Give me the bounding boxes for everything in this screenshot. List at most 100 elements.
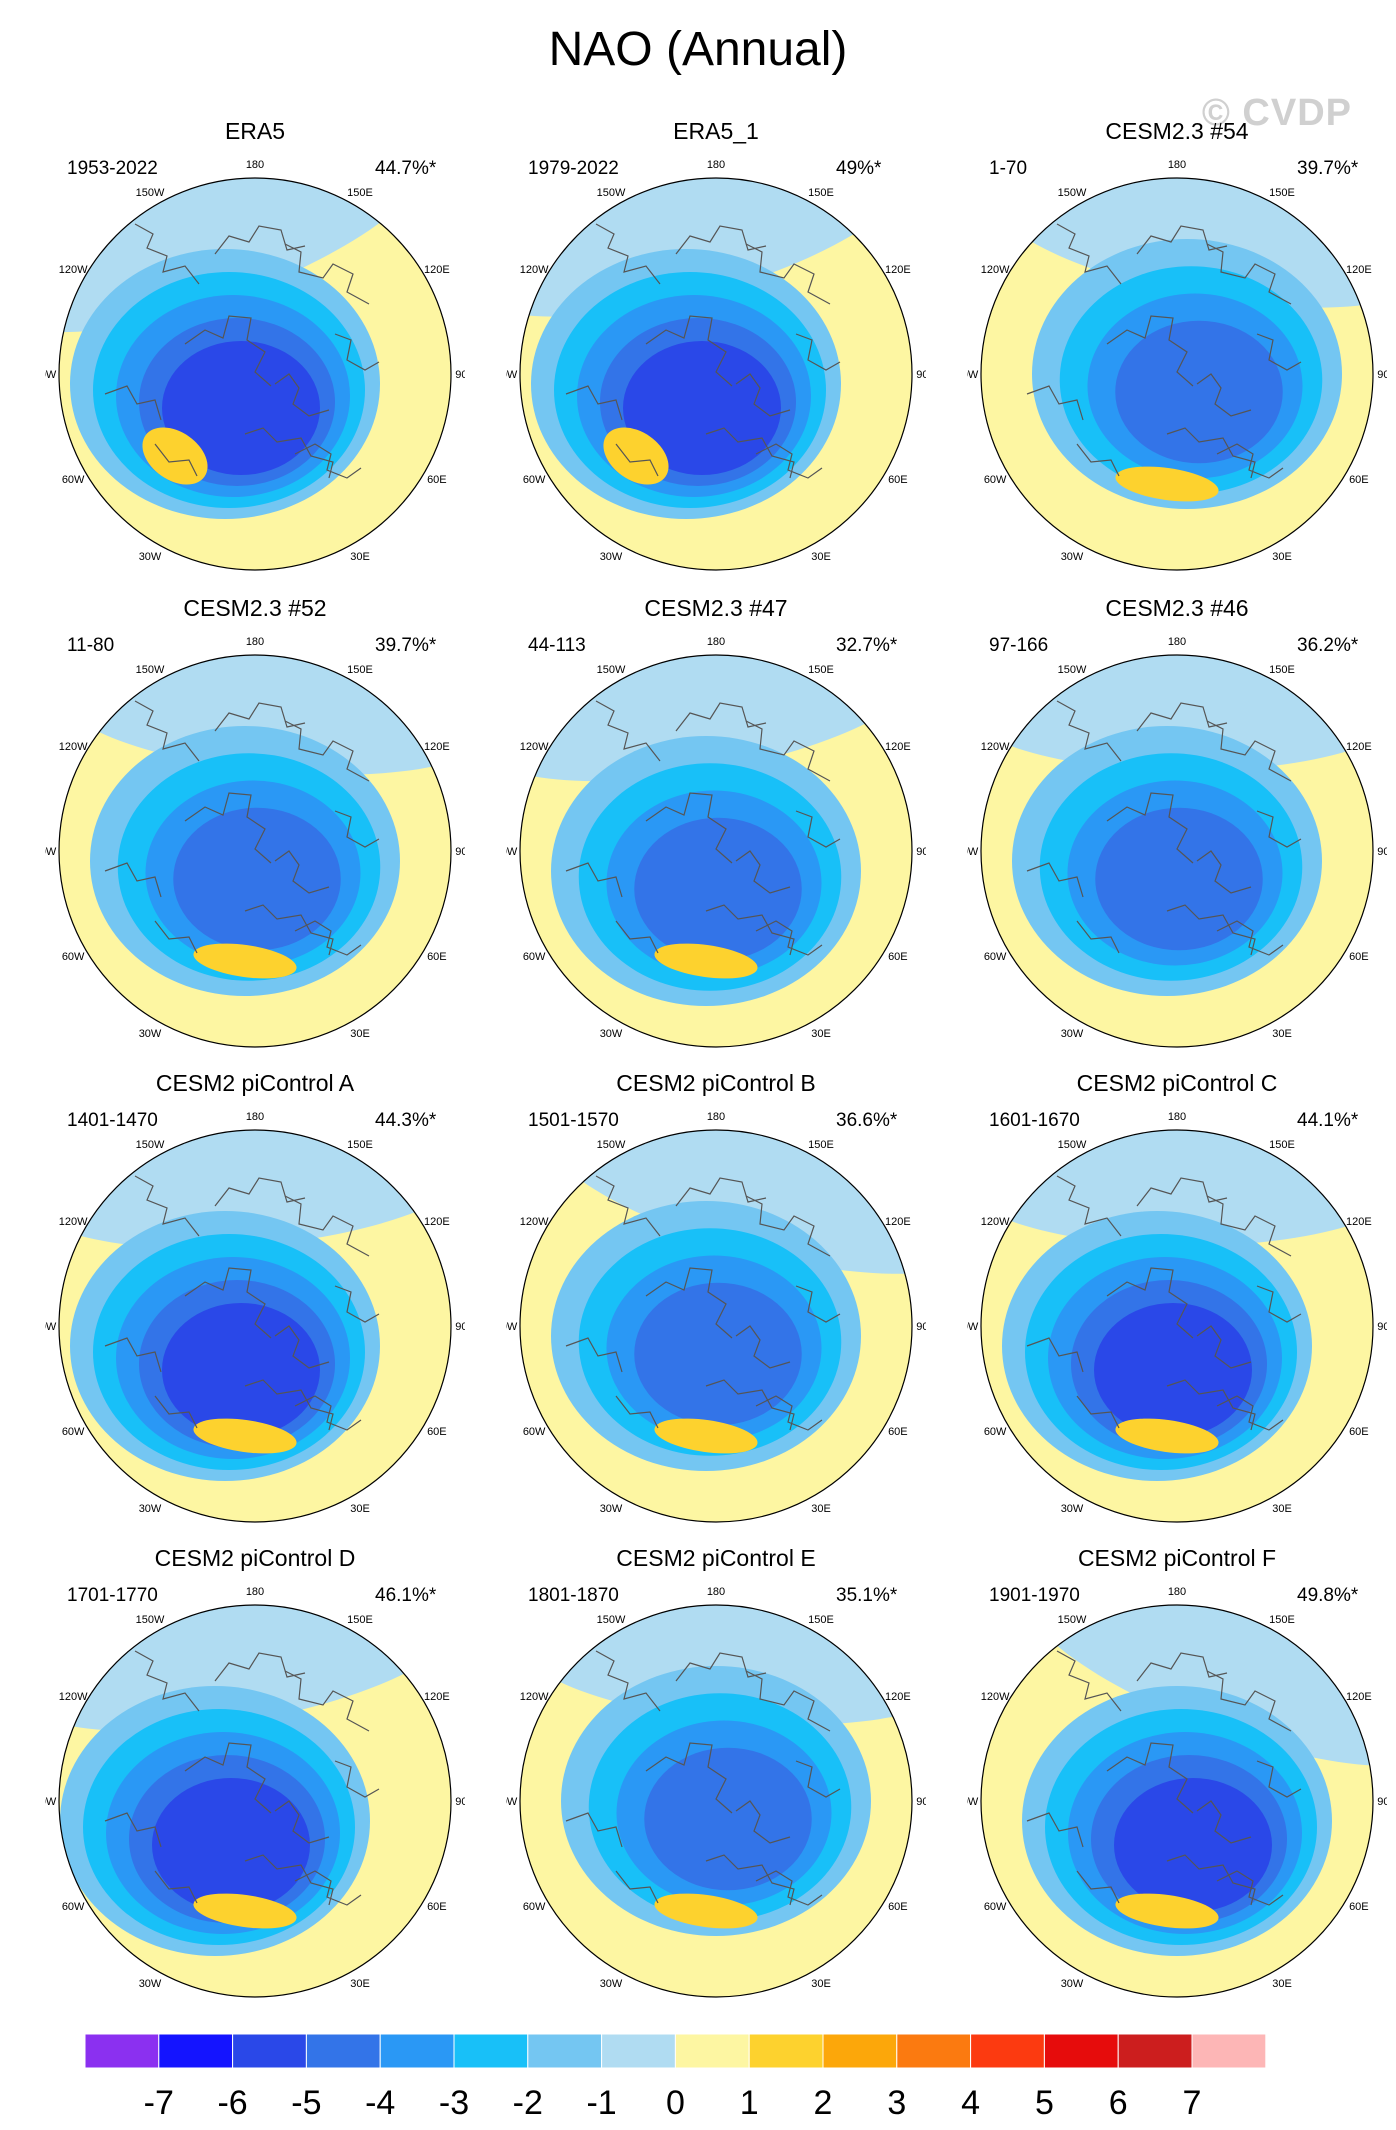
longitude-label: 90W (45, 1796, 57, 1808)
panel-title: ERA5 (224, 118, 286, 144)
longitude-label: 30E (1272, 551, 1292, 563)
longitude-label: 90W (967, 1321, 979, 1333)
coastline (1206, 720, 1292, 782)
map-panel: CESM2.3 #46 97-166 36.2%* 180 150E 120E 90E 60E… (967, 595, 1387, 1055)
colorbar-tick-label: 2 (814, 2084, 833, 2122)
longitude-label: 60E (1349, 1426, 1369, 1438)
map-boundary (519, 1129, 913, 1523)
colorbar-swatch (453, 2034, 529, 2069)
longitude-label: 120E (885, 1691, 911, 1703)
polar-map: 180150E120E90E60E30E030W60W90W120W150W (45, 1111, 465, 1523)
longitude-label: 30W (139, 551, 162, 563)
positive-center (654, 1893, 758, 1929)
longitude-label: 30E (811, 551, 831, 563)
longitude-label: 120W (520, 1216, 549, 1228)
panel-title: CESM2 piControl F (1077, 1545, 1277, 1571)
panel-title: CESM2 piControl D (154, 1545, 356, 1571)
coastline (1256, 1760, 1302, 1798)
longitude-label: 120E (424, 741, 450, 753)
coastline (1136, 1652, 1228, 1682)
longitude-label: 90W (506, 1796, 518, 1808)
coastline (795, 810, 841, 848)
coastline (735, 1800, 791, 1844)
map-panel: CESM2 piControl C 1601-1670 44.1%* 180 150E 1… (967, 1070, 1387, 1530)
longitude-label: 150W (1058, 187, 1087, 199)
coastline (1076, 1870, 1120, 1904)
panel-percent-variance: 44.7%* (375, 158, 437, 179)
longitude-label: 120E (424, 1216, 450, 1228)
longitude-label: 90W (506, 846, 518, 858)
longitude-label: 30W (1061, 551, 1084, 563)
polar-map: 180150E120E90E60E30E030W60W90W120W150W (967, 159, 1387, 571)
coastline (565, 1812, 623, 1848)
panel-percent-variance: 36.2%* (1297, 635, 1359, 656)
longitude-label: 150W (597, 1614, 626, 1626)
contour-fill-neg-1-0-pacific (1020, 1605, 1373, 1767)
panel-period: 1979-2022 (528, 158, 619, 179)
coastline (284, 1195, 370, 1257)
map-panel: ERA51953-202244.7%*180150E120E90E60E30E0… (45, 118, 465, 578)
longitude-label: 60E (888, 1901, 908, 1913)
coastline (1026, 862, 1084, 898)
coastline (154, 1870, 198, 1904)
coastline (705, 1854, 795, 1906)
coastline (1166, 427, 1256, 479)
coastline (795, 1285, 841, 1323)
panel-title: CESM2.3 #52 (183, 595, 327, 621)
colorbar-swatch (1043, 2034, 1119, 2069)
panel-title: CESM2 piControl A (155, 1070, 355, 1096)
colorbar-swatch (232, 2034, 307, 2069)
longitude-label: 90W (45, 846, 57, 858)
coastline (645, 315, 733, 387)
coastline (1056, 700, 1122, 762)
longitude-label: 30W (600, 1028, 623, 1040)
map-panel: CESM2 piControl F 1901-1970 49.8%* 180 150E 1… (967, 1545, 1387, 2005)
colorbar-swatch (158, 2034, 234, 2069)
longitude-label: 30E (350, 1978, 370, 1990)
coastline (1106, 1267, 1194, 1339)
polar-map: 180150E120E90E60E30E030W60W90W120W150W (45, 1586, 465, 1998)
panel-period: 97-166 (989, 635, 1049, 656)
colorbar-swatch (527, 2034, 603, 2069)
panel-period: 1501-1570 (528, 1110, 619, 1131)
panel-title: CESM2.3 #46 (1105, 595, 1249, 621)
panel-title: CESM2 piControl C (1076, 1070, 1278, 1096)
colorbar-swatch (822, 2034, 898, 2069)
coastline (334, 1285, 380, 1323)
longitude-label: 180 (707, 1111, 725, 1123)
longitude-label: 120E (1346, 264, 1372, 276)
colorbar-tick-label: -4 (365, 2084, 395, 2122)
coastline (1106, 792, 1194, 864)
coastline (1216, 1395, 1284, 1431)
longitude-label: 60E (888, 474, 908, 486)
coastline (154, 443, 198, 477)
contour-fill-level (152, 1778, 310, 1912)
longitude-label: 30W (600, 1503, 623, 1515)
longitude-label: 60W (523, 1901, 546, 1913)
coastline (1056, 1175, 1122, 1237)
coastline (735, 850, 791, 894)
positive-center (654, 943, 758, 979)
longitude-label: 60E (427, 1426, 447, 1438)
panel-percent-variance: 46.1%* (375, 1585, 437, 1606)
longitude-label: 120W (520, 1691, 549, 1703)
coastline (645, 1742, 733, 1814)
longitude-label: 120E (885, 741, 911, 753)
longitude-label: 180 (1168, 1586, 1186, 1598)
longitude-label: 30E (350, 551, 370, 563)
positive-center (1115, 466, 1219, 502)
coastline (735, 1325, 791, 1369)
coastline (755, 1395, 823, 1431)
positive-center (193, 1418, 297, 1454)
coastline (104, 385, 162, 421)
coastline (675, 1177, 767, 1207)
coastline (795, 333, 841, 371)
longitude-label: 120E (885, 1216, 911, 1228)
longitude-label: 150W (597, 187, 626, 199)
longitude-label: 120E (1346, 741, 1372, 753)
coastline (1056, 1650, 1122, 1712)
longitude-label: 30E (350, 1503, 370, 1515)
longitude-label: 60W (62, 1426, 85, 1438)
longitude-label: 30E (1272, 1978, 1292, 1990)
longitude-label: 30W (1061, 1028, 1084, 1040)
